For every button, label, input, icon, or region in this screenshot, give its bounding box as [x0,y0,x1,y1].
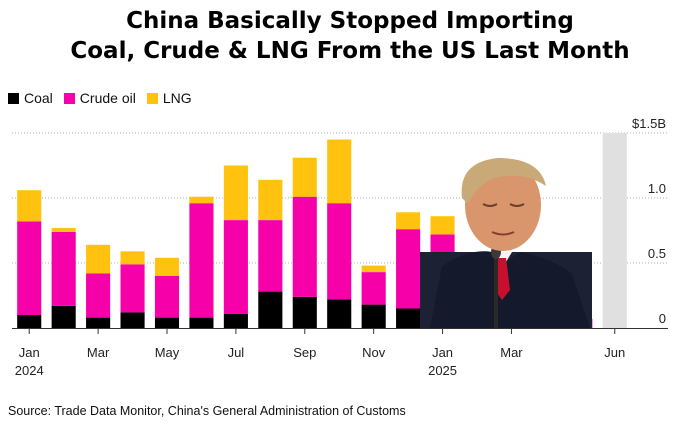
bar-lng-jul-2024 [223,165,248,221]
legend-swatch-lng [146,92,158,104]
bar-crude-oil-nov-2024 [361,272,386,305]
bar-coal-mar-2024 [86,317,111,328]
bar-lng-apr-2024 [120,251,145,265]
legend-label-coal: Coal [24,90,53,106]
mouth [491,231,515,236]
chart-title: China Basically Stopped Importing Coal, … [0,6,700,66]
axes: 0 0.5 1.0 $1.5B Jan 2024 Mar May Jul Sep Nov Jan 202… [12,116,668,378]
bar-crude-oil-mar-2024 [86,273,111,318]
microphone-stand [494,256,498,328]
bar-coal-feb-2024 [51,305,76,328]
legend-label-crude-oil: Crude oil [79,90,136,106]
bar-lng-jan-2024 [17,190,42,222]
bar-lng-jan-2025 [430,216,455,235]
bar-coal-oct-2024 [327,299,352,328]
legend-item-lng: LNG [146,90,192,106]
bar-lng-jun-2024 [189,196,214,204]
legend-item-coal: Coal [8,90,53,106]
bar-lng-aug-2024 [258,179,283,221]
y-tick-label-0: 0 [659,311,666,326]
bar-crude-oil-may-2024 [154,276,180,318]
bar-lng-sep-2024 [292,157,317,197]
bar-crude-oil-feb-2024 [51,231,76,306]
bar-coal-aug-2024 [258,291,283,328]
bar-lng-oct-2024 [327,139,352,204]
x-tick-label-14: Mar [500,345,523,360]
bar-lng-nov-2024 [361,265,386,273]
x-tick-label-2: Mar [87,345,110,360]
bar-crude-oil-sep-2024 [292,196,317,297]
bar-coal-jun-2024 [189,317,214,328]
bar-crude-oil-jan-2024 [17,221,42,315]
y-tick-label-3: $1.5B [632,116,666,131]
legend-swatch-coal [8,92,19,104]
chart-legend: Coal Crude oil LNG [8,90,203,106]
x-tick-label-4: May [155,345,180,360]
bar-coal-apr-2024 [120,312,145,328]
stacked-bar-chart: 0 0.5 1.0 $1.5B Jan 2024 Mar May Jul Sep Nov Jan 202… [12,116,668,378]
chart-title-line-2: Coal, Crude & LNG From the US Last Month [70,38,630,64]
chart-title-line-1: China Basically Stopped Importing [126,8,574,34]
y-tick-label-2: 1.0 [648,181,666,196]
bar-lng-may-2024 [154,257,180,276]
bar-crude-oil-dec-2024 [396,229,421,309]
bar-coal-dec-2024 [396,308,421,328]
bar-coal-may-2024 [154,317,180,328]
photo-overlay [420,158,592,328]
x-tick-label-8: Sep [293,345,316,360]
bar-crude-oil-oct-2024 [327,203,352,300]
chart-source: Source: Trade Data Monitor, China's Gene… [8,404,406,418]
bar-coal-nov-2024 [361,304,386,328]
bar-lng-feb-2024 [51,227,76,232]
bar-highlight-jun-2025 [602,133,627,328]
x-tick-year-0: 2024 [15,363,44,378]
bar-crude-oil-jun-2024 [189,203,214,318]
bar-coal-jul-2024 [223,313,248,328]
x-tick-label-6: Jul [228,345,245,360]
legend-label-lng: LNG [162,90,192,106]
x-tick-label-0: Jan [19,345,40,360]
bar-coal-jan-2024 [17,315,42,328]
bar-coal-sep-2024 [292,296,317,328]
x-tick-label-17: Jun [604,345,625,360]
x-tick-label-12: Jan [432,345,453,360]
hair [461,158,546,204]
red-tie [495,258,510,300]
bar-lng-dec-2024 [396,212,421,230]
x-tick-label-10: Nov [362,345,386,360]
eyes-closed [482,203,525,207]
bar-lng-mar-2024 [86,244,111,274]
bar-crude-oil-jul-2024 [223,220,248,314]
legend-swatch-crude-oil [63,92,75,104]
bar-crude-oil-aug-2024 [258,220,283,292]
y-tick-label-1: 0.5 [648,246,666,261]
x-tick-year-12: 2025 [428,363,457,378]
suit-jacket [430,251,590,328]
bar-crude-oil-apr-2024 [120,264,145,313]
legend-item-crude-oil: Crude oil [63,90,136,106]
